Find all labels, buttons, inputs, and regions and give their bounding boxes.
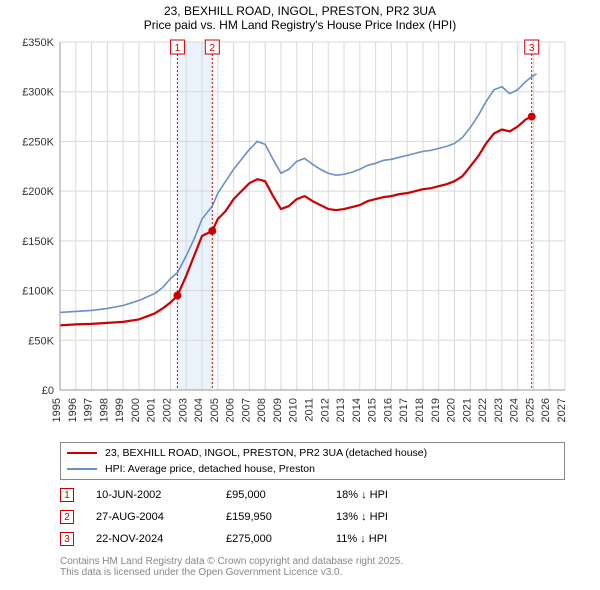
svg-text:£250K: £250K <box>22 136 54 148</box>
svg-text:1998: 1998 <box>98 398 110 422</box>
footer-attribution: Contains HM Land Registry data © Crown c… <box>60 556 565 578</box>
svg-text:1995: 1995 <box>51 398 63 422</box>
svg-text:2024: 2024 <box>509 398 521 422</box>
transaction-row: 1 10-JUN-2002£95,00018% ↓ HPI <box>60 484 565 506</box>
legend-row: HPI: Average price, detached house, Pres… <box>67 461 558 477</box>
chart-area: £0 £50K £100K £150K £200K £250K £300K £350K 1995… <box>0 36 600 436</box>
legend-label: 23, BEXHILL ROAD, INGOL, PRESTON, PR2 3U… <box>105 447 427 459</box>
svg-text:£150K: £150K <box>22 236 54 248</box>
page-subtitle: Price paid vs. HM Land Registry's House … <box>0 18 600 36</box>
svg-text:2001: 2001 <box>146 398 158 422</box>
svg-text:2014: 2014 <box>351 398 363 422</box>
transaction-diff: 11% ↓ HPI <box>336 533 387 545</box>
svg-text:2021: 2021 <box>461 398 473 422</box>
svg-text:£200K: £200K <box>22 186 54 198</box>
svg-text:1996: 1996 <box>67 398 79 422</box>
transaction-marker: 3 <box>60 532 74 546</box>
svg-text:2004: 2004 <box>193 398 205 422</box>
svg-text:£350K: £350K <box>22 37 54 49</box>
svg-text:2005: 2005 <box>209 398 221 422</box>
svg-text:2019: 2019 <box>430 398 442 422</box>
svg-text:1999: 1999 <box>114 398 126 422</box>
transaction-price: £95,000 <box>226 489 336 501</box>
transaction-diff: 18% ↓ HPI <box>336 489 388 501</box>
transaction-price: £159,950 <box>226 511 336 523</box>
svg-text:2010: 2010 <box>288 398 300 422</box>
svg-text:2026: 2026 <box>540 398 552 422</box>
svg-text:2022: 2022 <box>477 398 489 422</box>
svg-text:£50K: £50K <box>28 335 54 347</box>
transaction-marker: 1 <box>60 488 74 502</box>
transaction-date: 27-AUG-2004 <box>96 511 226 523</box>
transaction-date: 10-JUN-2002 <box>96 489 226 501</box>
svg-text:2007: 2007 <box>240 398 252 422</box>
svg-text:2027: 2027 <box>556 398 568 422</box>
svg-text:2006: 2006 <box>225 398 237 422</box>
svg-text:2003: 2003 <box>177 398 189 422</box>
legend: 23, BEXHILL ROAD, INGOL, PRESTON, PR2 3U… <box>60 442 565 480</box>
svg-text:2008: 2008 <box>256 398 268 422</box>
svg-text:2012: 2012 <box>319 398 331 422</box>
svg-text:2025: 2025 <box>524 398 536 422</box>
svg-text:2018: 2018 <box>414 398 426 422</box>
svg-text:2000: 2000 <box>130 398 142 422</box>
svg-text:£0: £0 <box>42 385 54 397</box>
svg-text:1997: 1997 <box>83 398 95 422</box>
svg-text:2011: 2011 <box>304 398 316 422</box>
legend-swatch <box>67 468 97 470</box>
legend-row: 23, BEXHILL ROAD, INGOL, PRESTON, PR2 3U… <box>67 445 558 461</box>
svg-text:2013: 2013 <box>335 398 347 422</box>
svg-text:2002: 2002 <box>161 398 173 422</box>
svg-text:2015: 2015 <box>367 398 379 422</box>
svg-text:£300K: £300K <box>22 87 54 99</box>
svg-text:£100K: £100K <box>22 286 54 298</box>
transactions-table: 1 10-JUN-2002£95,00018% ↓ HPI 2 27-AUG-2004… <box>60 484 565 550</box>
svg-text:2009: 2009 <box>272 398 284 422</box>
svg-text:2016: 2016 <box>382 398 394 422</box>
transaction-diff: 13% ↓ HPI <box>336 511 388 523</box>
transaction-date: 22-NOV-2024 <box>96 533 226 545</box>
transaction-price: £275,000 <box>226 533 336 545</box>
svg-text:1: 1 <box>175 43 181 54</box>
transaction-row: 3 22-NOV-2024£275,00011% ↓ HPI <box>60 528 565 550</box>
line-chart: £0 £50K £100K £150K £200K £250K £300K £350K 1995… <box>0 36 600 436</box>
footer-line-2: This data is licensed under the Open Gov… <box>60 567 565 578</box>
transaction-row: 2 27-AUG-2004£159,95013% ↓ HPI <box>60 506 565 528</box>
legend-label: HPI: Average price, detached house, Pres… <box>105 463 315 475</box>
svg-text:3: 3 <box>529 43 535 54</box>
legend-swatch <box>67 452 97 455</box>
svg-text:2020: 2020 <box>446 398 458 422</box>
svg-text:2017: 2017 <box>398 398 410 422</box>
svg-text:2023: 2023 <box>493 398 505 422</box>
transaction-marker: 2 <box>60 510 74 524</box>
svg-text:2: 2 <box>210 43 216 54</box>
page-title: 23, BEXHILL ROAD, INGOL, PRESTON, PR2 3U… <box>0 0 600 18</box>
footer-line-1: Contains HM Land Registry data © Crown c… <box>60 556 565 567</box>
